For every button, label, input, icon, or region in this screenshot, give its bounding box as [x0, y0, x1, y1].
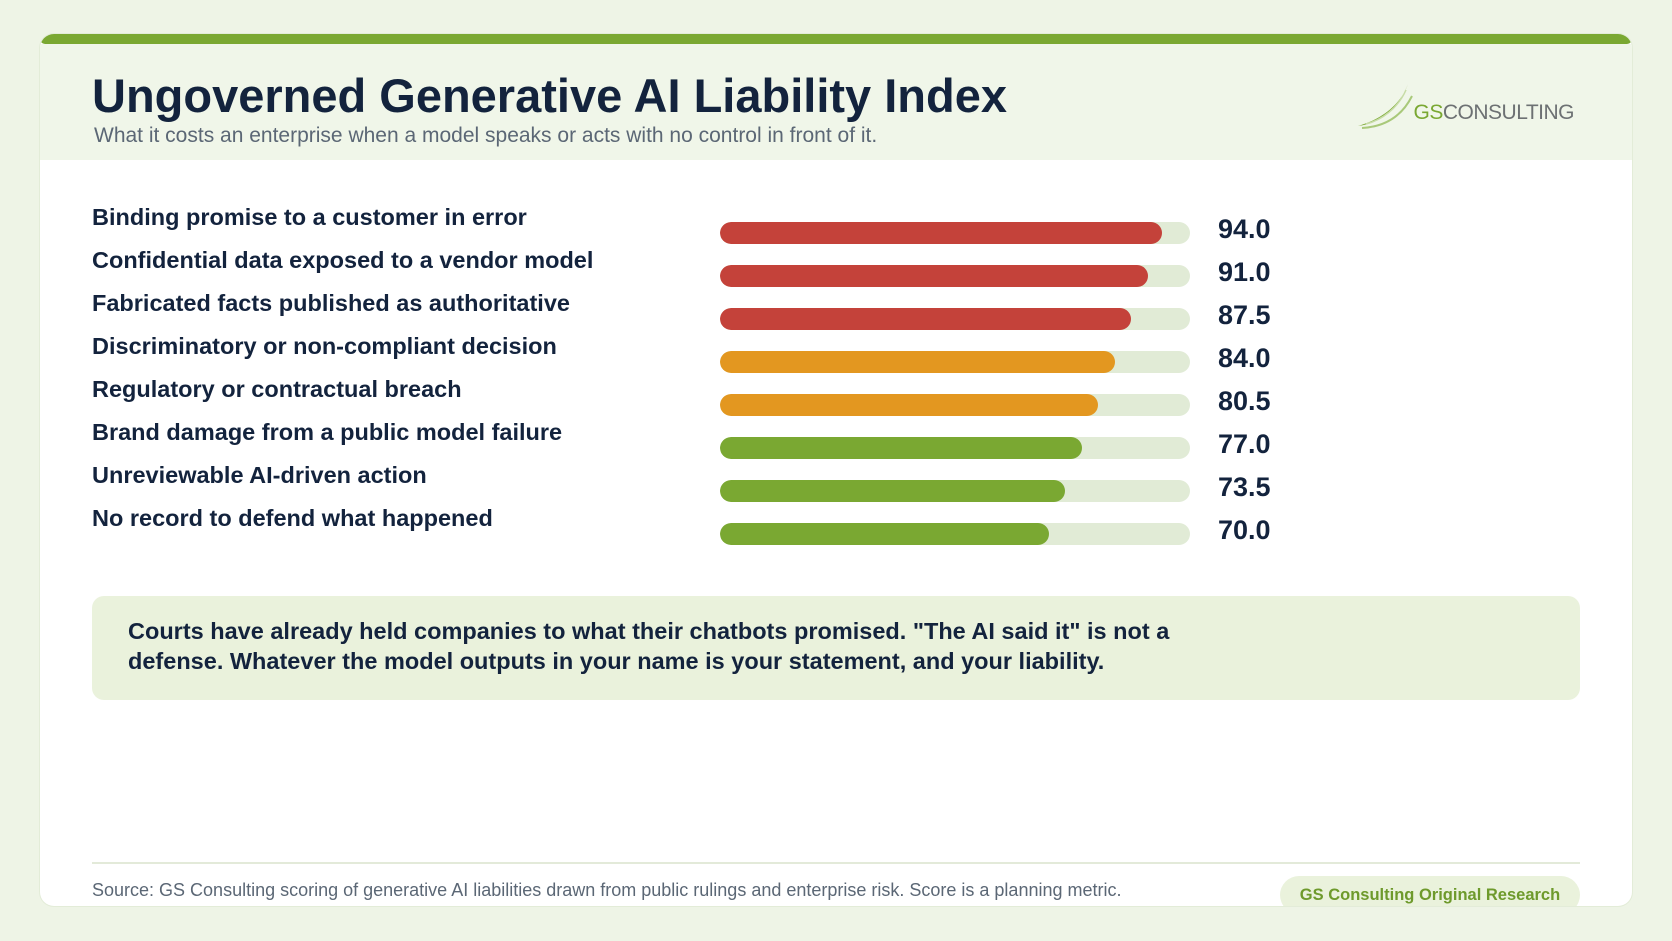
bar-track	[720, 394, 1190, 416]
bar-track	[720, 222, 1190, 244]
page-subtitle: What it costs an enterprise when a model…	[94, 124, 878, 147]
bar-value-label: 80.5	[1218, 386, 1271, 416]
header: Ungoverned Generative AI Liability Index…	[40, 44, 1632, 160]
research-badge: GS Consulting Original Research	[1280, 876, 1580, 906]
bar-fill	[720, 394, 1099, 416]
source-note: Source: GS Consulting scoring of generat…	[92, 880, 1122, 900]
bar-category-label: Unreviewable AI-driven action	[92, 462, 427, 488]
bar-fill	[720, 308, 1132, 330]
bar-fill	[720, 523, 1049, 545]
bar-category-label: No record to defend what happened	[92, 505, 493, 531]
page-title: Ungoverned Generative AI Liability Index	[92, 69, 1007, 122]
bar-row: Discriminatory or non-compliant decision…	[92, 333, 1292, 376]
brand-prefix: GS	[1413, 101, 1444, 124]
bar-row: Fabricated facts published as authoritat…	[92, 290, 1292, 333]
bar-track	[720, 351, 1190, 373]
footer-divider	[92, 862, 1580, 864]
brand-name: GSCONSULTING	[1413, 101, 1575, 125]
bar-category-label: Confidential data exposed to a vendor mo…	[92, 247, 594, 273]
bar-value-label: 91.0	[1218, 257, 1271, 287]
liability-bar-chart: Binding promise to a customer in error 94…	[92, 204, 1292, 604]
bar-category-label: Regulatory or contractual breach	[92, 376, 462, 402]
bar-track	[720, 265, 1190, 287]
bar-category-label: Brand damage from a public model failure	[92, 419, 563, 445]
bar-fill	[720, 222, 1162, 244]
brand-logo: GSCONSULTING	[1356, 76, 1575, 134]
bar-value-label: 87.5	[1218, 300, 1271, 330]
bar-row: Regulatory or contractual breach 80.5	[92, 376, 1292, 419]
bar-fill	[720, 265, 1148, 287]
bar-track	[720, 308, 1190, 330]
bar-track	[720, 437, 1190, 459]
report-card: Ungoverned Generative AI Liability Index…	[40, 34, 1632, 906]
bar-fill	[720, 480, 1066, 502]
bar-track	[720, 523, 1190, 545]
bar-row: Unreviewable AI-driven action 73.5	[92, 462, 1292, 505]
bar-fill	[720, 351, 1115, 373]
bar-value-label: 84.0	[1218, 343, 1271, 373]
bar-value-label: 77.0	[1218, 429, 1271, 459]
brand-suffix: CONSULTING	[1442, 101, 1575, 124]
bar-track	[720, 480, 1190, 502]
bar-row: Binding promise to a customer in error 94…	[92, 204, 1292, 247]
bar-category-label: Fabricated facts published as authoritat…	[92, 290, 570, 316]
bar-row: Confidential data exposed to a vendor mo…	[92, 247, 1292, 290]
bar-category-label: Binding promise to a customer in error	[92, 204, 527, 230]
bar-row: Brand damage from a public model failure…	[92, 419, 1292, 462]
swoosh-logo-icon	[1357, 84, 1413, 129]
accent-bar	[40, 34, 1632, 44]
bar-row: No record to defend what happened 70.0	[92, 505, 1292, 548]
bar-category-label: Discriminatory or non-compliant decision	[92, 333, 557, 359]
bar-value-label: 73.5	[1218, 472, 1271, 502]
bar-fill	[720, 437, 1082, 459]
callout-box: Courts have already held companies to wh…	[92, 596, 1580, 700]
callout-text: Courts have already held companies to wh…	[128, 618, 1170, 674]
bar-value-label: 94.0	[1218, 214, 1271, 244]
bar-value-label: 70.0	[1218, 515, 1271, 545]
